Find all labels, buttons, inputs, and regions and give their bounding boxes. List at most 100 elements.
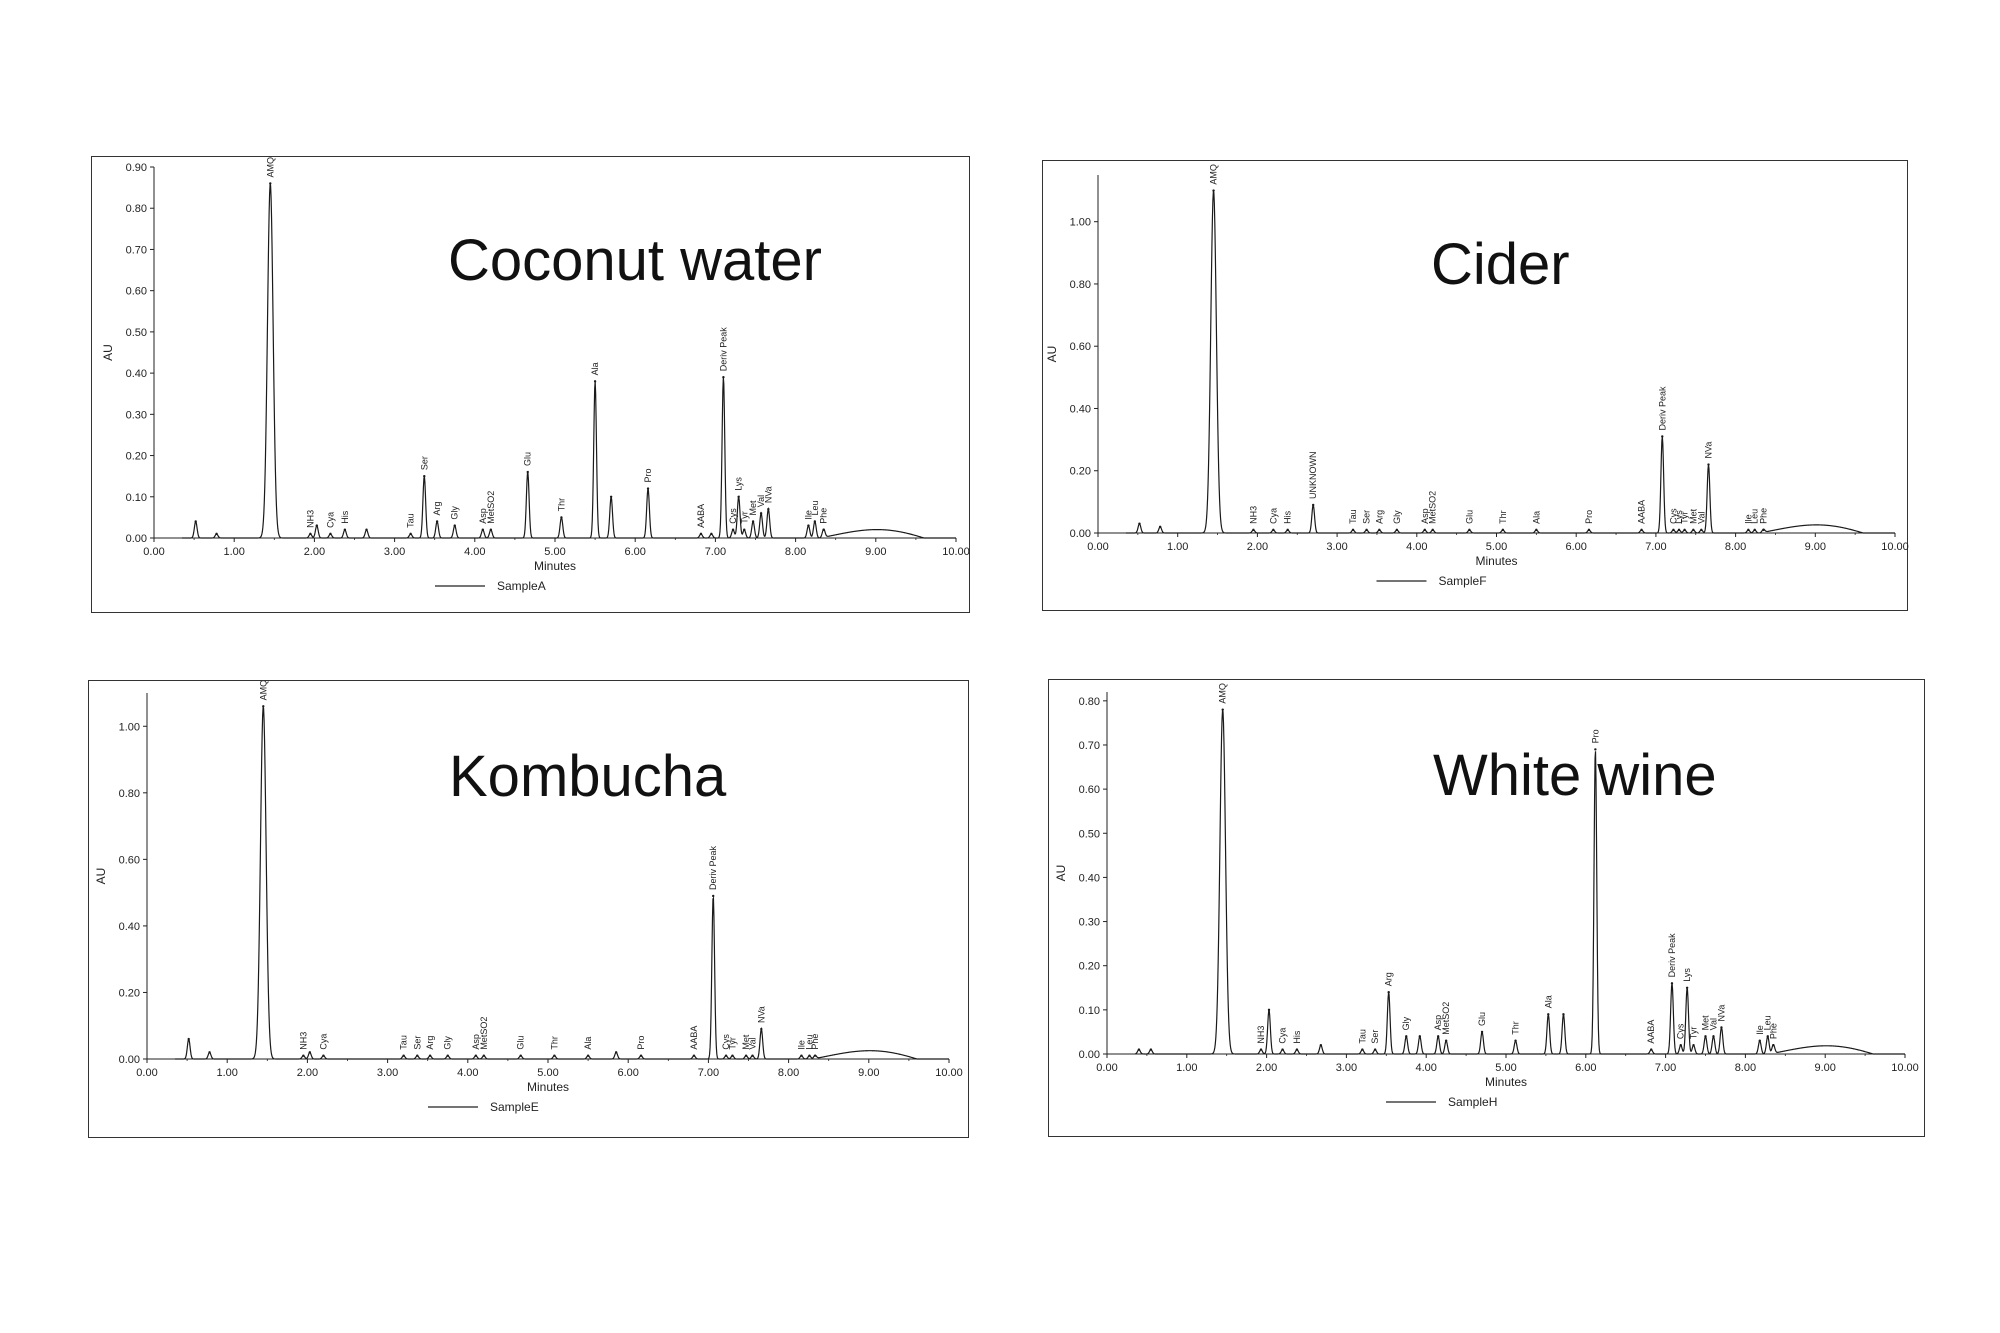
legend-label: SampleF [1439, 574, 1487, 588]
peak-point [743, 528, 746, 531]
y-tick-label: 0.90 [126, 162, 147, 174]
x-tick-label: 3.00 [384, 546, 405, 558]
peak-point [813, 520, 817, 523]
peak-point [1272, 528, 1275, 532]
peak-label: Gly [450, 506, 460, 520]
x-tick-label: 1.00 [1176, 1062, 1197, 1074]
x-axis-label: Minutes [1475, 554, 1517, 568]
peak-label: Ala [1531, 511, 1541, 524]
legend-label: SampleE [490, 1100, 539, 1114]
x-tick-label: 2.00 [1256, 1062, 1277, 1074]
chart-panel-kombucha: 0.00 0.20 0.40 0.60 0.80 1.00 0.00 1.00 2.00 3.00… [88, 680, 969, 1138]
y-axis-label: AU [1045, 346, 1059, 363]
x-tick-label: 2.00 [1247, 541, 1268, 553]
peak-point [699, 532, 703, 536]
peak-point [453, 524, 456, 527]
peak-label: Gly [443, 1036, 453, 1050]
peak-point [416, 1054, 419, 1057]
peak-label: Ile [803, 510, 813, 520]
x-tick-label: 8.00 [785, 546, 806, 558]
peak-label: His [1283, 510, 1293, 523]
peak-point [1766, 1035, 1769, 1038]
peak-label: Glu [1477, 1012, 1487, 1026]
y-tick-label: 0.50 [126, 327, 147, 339]
peak-label: Phe [1758, 508, 1768, 524]
peak-label: AABA [696, 504, 706, 528]
peak-point [1762, 528, 1765, 532]
x-tick-label: 0.00 [1087, 541, 1108, 553]
y-tick-label: 0.40 [126, 368, 147, 380]
peak-point [1547, 1013, 1550, 1016]
peak-point [1387, 990, 1390, 994]
peak-point [751, 520, 755, 523]
peak-point [208, 1051, 211, 1054]
peak-point [302, 1054, 305, 1057]
peak-label: AABA [1637, 500, 1647, 524]
x-tick-label: 4.00 [1415, 1062, 1436, 1074]
peak-label: Deriv Peak [718, 327, 728, 372]
x-tick-label: 10.00 [1881, 541, 1909, 553]
peak-point [1468, 528, 1471, 532]
peak-point [365, 528, 368, 531]
x-tick-label: 2.00 [304, 546, 325, 558]
peak-label: Pro [643, 469, 653, 483]
x-tick-label: 1.00 [216, 1067, 237, 1079]
y-tick-label: 0.80 [119, 788, 140, 800]
peak-point [1772, 1043, 1775, 1047]
peak-point [1286, 528, 1289, 532]
peak-label: NH3 [1256, 1026, 1266, 1044]
peak-point [639, 1054, 643, 1057]
x-tick-label: 5.00 [544, 546, 565, 558]
x-tick-label: 5.00 [1486, 541, 1507, 553]
peak-point [1395, 528, 1399, 532]
y-tick-label: 0.50 [1079, 828, 1100, 840]
peak-label: NVa [763, 486, 773, 503]
x-tick-label: 9.00 [858, 1067, 879, 1079]
peak-label: Gly [1401, 1016, 1411, 1030]
peak-label: Arg [432, 501, 442, 515]
y-tick-label: 0.60 [1070, 341, 1091, 353]
peak-point [586, 1054, 590, 1057]
x-tick-label: 0.00 [136, 1067, 157, 1079]
peak-label: Cya [1268, 508, 1278, 524]
peak-point [1685, 986, 1689, 989]
peak-point [1535, 528, 1538, 532]
peak-point [609, 495, 613, 498]
peak-label: AMQ [258, 681, 268, 700]
x-tick-label: 7.00 [698, 1067, 719, 1079]
y-tick-label: 0.00 [119, 1054, 140, 1066]
y-tick-label: 0.80 [1079, 696, 1100, 708]
x-tick-label: 4.00 [457, 1067, 478, 1079]
y-tick-label: 0.40 [119, 921, 140, 933]
chart-panel-white-wine: 0.00 0.10 0.20 0.30 0.40 0.50 0.60 0.70 0.80 0.00… [1048, 679, 1925, 1137]
peak-point [1650, 1048, 1653, 1051]
peak-label: Thr [556, 498, 566, 512]
peak-point [1373, 1048, 1377, 1051]
peak-point [435, 520, 439, 523]
peak-label: Ser [419, 456, 429, 470]
peak-point [692, 1054, 696, 1057]
peak-label: Ser [412, 1036, 422, 1050]
peak-label: Cys [1668, 508, 1678, 524]
y-tick-label: 0.20 [1070, 466, 1091, 478]
peak-label: Cya [318, 1034, 328, 1050]
y-tick-label: 0.20 [119, 987, 140, 999]
peak-point [1753, 528, 1756, 532]
peak-point [813, 1054, 817, 1057]
peak-point [1431, 528, 1434, 532]
peak-point [343, 528, 347, 531]
peak-label: Cya [325, 512, 335, 528]
x-tick-label: 7.00 [705, 546, 726, 558]
y-tick-label: 0.70 [1079, 740, 1100, 752]
peak-point [1137, 1048, 1141, 1051]
peak-label: Tyr [1689, 1027, 1699, 1040]
peak-point [474, 1054, 478, 1057]
peak-label: Tau [399, 1035, 409, 1050]
peak-point [1514, 1039, 1517, 1042]
x-tick-label: 9.00 [1814, 1062, 1835, 1074]
x-tick-label: 6.00 [1575, 1062, 1596, 1074]
peak-label: Ile [1743, 514, 1753, 524]
peak-point [1138, 522, 1141, 525]
peak-label: Tyr [1680, 511, 1690, 524]
peak-point [1267, 1008, 1271, 1012]
